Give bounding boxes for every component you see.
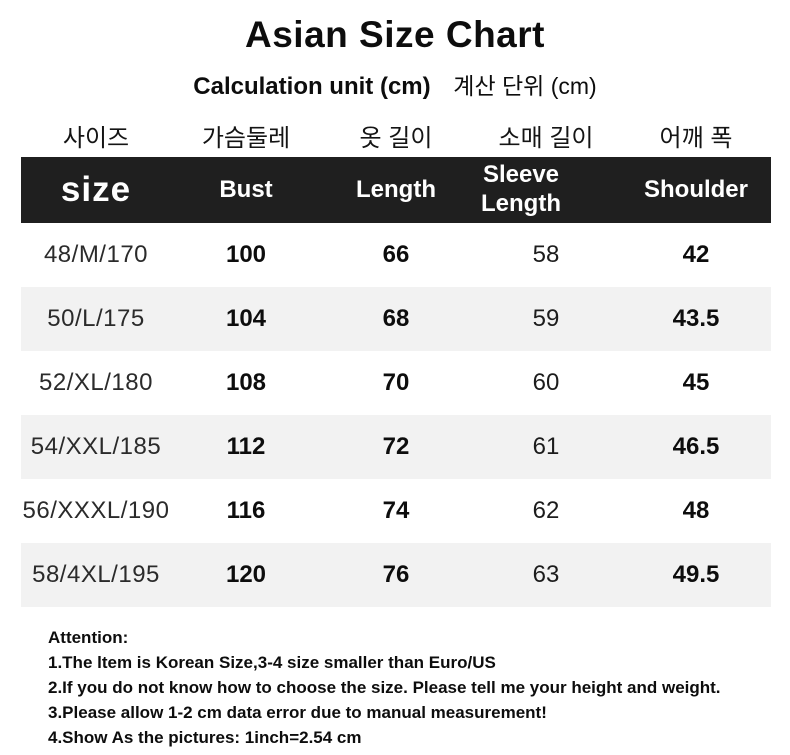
attention-note: 1.The ltem is Korean Size,3-4 size small… [48, 653, 496, 672]
attention-heading: Attention: [48, 628, 129, 647]
cell-bust: 120 [225, 561, 267, 588]
header-bust: Bust [219, 176, 273, 203]
cell-length: 76 [382, 561, 410, 588]
cell-shoulder: 43.5 [672, 305, 720, 332]
subtitle: Calculation unit (cm) 계산 단위 (cm) [0, 67, 790, 101]
cell-length: 74 [382, 497, 410, 524]
cell-shoulder: 45 [682, 369, 710, 396]
attention-note: 2.If you do not know how to choose the s… [48, 678, 721, 697]
cell-bust: 100 [225, 241, 267, 268]
korean-header-row: 사이즈 가슴둘레 옷 길이 소매 길이 어깨 폭 [21, 113, 771, 157]
cell-size: 54/XXL/185 [30, 433, 162, 460]
table-row: 52/XL/180 108 70 60 45 [21, 351, 771, 415]
cell-length: 66 [382, 241, 410, 268]
cell-sleeve: 59 [532, 305, 560, 332]
cell-sleeve: 60 [532, 369, 560, 396]
cell-length: 70 [382, 369, 410, 396]
table-row: 48/M/170 100 66 58 42 [21, 223, 771, 287]
cell-shoulder: 49.5 [672, 561, 720, 588]
cell-size: 50/L/175 [47, 305, 145, 332]
cell-sleeve: 62 [532, 497, 560, 524]
korean-header-size: 사이즈 [62, 124, 130, 152]
cell-bust: 116 [226, 497, 266, 524]
cell-size: 58/4XL/195 [32, 561, 160, 588]
cell-sleeve: 63 [532, 561, 560, 588]
cell-bust: 112 [226, 433, 266, 460]
cell-sleeve: 58 [532, 241, 560, 268]
cell-size: 48/M/170 [43, 241, 149, 268]
subtitle-korean: 계산 단위 (cm) [453, 73, 597, 99]
header-shoulder: Shoulder [643, 176, 748, 203]
attention-section: Attention: 1.The ltem is Korean Size,3-4… [48, 625, 790, 750]
size-table: 사이즈 가슴둘레 옷 길이 소매 길이 어깨 폭 size Bust Lengt… [21, 113, 771, 607]
cell-bust: 108 [225, 369, 267, 396]
table-row: 56/XXXL/190 116 74 62 48 [21, 479, 771, 543]
attention-note: 3.Please allow 1-2 cm data error due to … [48, 703, 547, 722]
korean-header-shoulder: 어깨 폭 [659, 124, 733, 152]
cell-bust: 104 [225, 305, 267, 332]
header-size: size [60, 170, 132, 209]
cell-sleeve: 61 [532, 433, 560, 460]
table-row: 50/L/175 104 68 59 43.5 [21, 287, 771, 351]
cell-length: 68 [382, 305, 410, 332]
korean-header-bust: 가슴둘레 [201, 124, 291, 152]
table-row: 54/XXL/185 112 72 61 46.5 [21, 415, 771, 479]
cell-shoulder: 42 [682, 241, 710, 268]
cell-size: 52/XL/180 [39, 369, 153, 396]
header-length: Length [356, 176, 436, 203]
attention-note: 4.Show As the pictures: 1inch=2.54 cm [48, 728, 362, 747]
cell-shoulder: 46.5 [672, 433, 720, 460]
subtitle-english: Calculation unit (cm) [193, 73, 431, 100]
cell-length: 72 [382, 433, 410, 460]
table-header-row: size Bust Length Sleeve Length Shoulder [21, 157, 771, 223]
korean-header-sleeve: 소매 길이 [498, 124, 594, 152]
korean-header-length: 옷 길이 [359, 124, 433, 152]
header-sleeve-length: Sleeve Length [481, 161, 561, 217]
cell-shoulder: 48 [682, 497, 710, 524]
table-row: 58/4XL/195 120 76 63 49.5 [21, 543, 771, 607]
page-title: Asian Size Chart [245, 14, 545, 55]
cell-size: 56/XXXL/190 [22, 497, 170, 524]
